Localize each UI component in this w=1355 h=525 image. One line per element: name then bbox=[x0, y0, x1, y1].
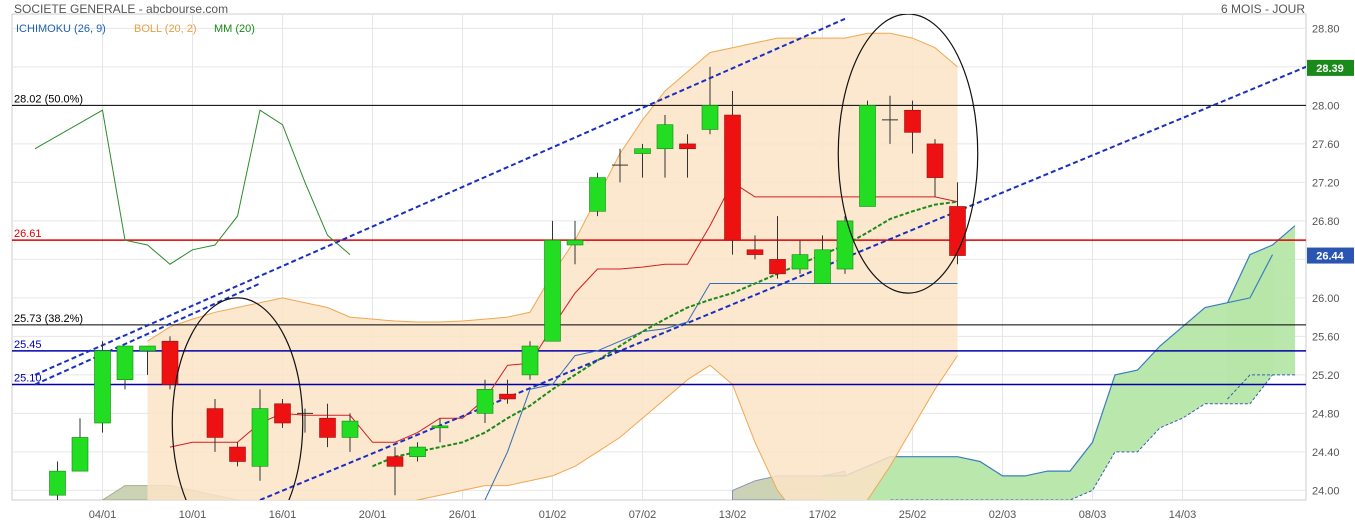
trend-line-mid-channel bbox=[34, 282, 261, 386]
y-tick-label: 24.80 bbox=[1312, 408, 1340, 420]
candle-up bbox=[566, 239, 584, 246]
ichimoku-span-b bbox=[888, 374, 1273, 500]
candle-up bbox=[476, 389, 494, 414]
candle-down bbox=[499, 393, 516, 400]
candle-up bbox=[431, 425, 449, 429]
candle-down bbox=[679, 143, 696, 150]
y-tick-label: 24.40 bbox=[1312, 447, 1340, 459]
price-tag-last-bg bbox=[1307, 247, 1354, 264]
y-tick-label: 28.80 bbox=[1312, 23, 1340, 35]
level-label: 25.45 bbox=[14, 339, 42, 351]
x-tick-label: 16/01 bbox=[269, 509, 297, 521]
x-tick-label: 02/03 bbox=[989, 509, 1017, 521]
indicator-mm[interactable]: MM (20) bbox=[214, 23, 255, 35]
candle-up bbox=[94, 350, 111, 424]
ichimoku-span-b-tail bbox=[1227, 374, 1295, 400]
level-label: 28.02 (50.0%) bbox=[14, 93, 83, 105]
candle-down bbox=[161, 340, 179, 385]
y-tick-label: 25.60 bbox=[1312, 331, 1340, 343]
candle-down bbox=[229, 446, 246, 462]
candle-up bbox=[116, 345, 134, 381]
chart-title: SOCIETE GENERALE - abcbourse.com bbox=[14, 2, 229, 16]
x-tick-label: 07/02 bbox=[629, 509, 657, 521]
level-label: 25.10 bbox=[14, 373, 42, 385]
level-label: 26.61 bbox=[14, 228, 42, 240]
candle-down bbox=[386, 456, 404, 467]
ichimoku-kijun bbox=[484, 283, 958, 500]
y-tick-label: 27.60 bbox=[1312, 139, 1340, 151]
indicator-boll[interactable]: BOLL (20, 2) bbox=[134, 23, 197, 35]
y-tick-label: 28.00 bbox=[1312, 100, 1340, 112]
y-tick-label: 25.20 bbox=[1312, 370, 1340, 382]
candle-down bbox=[926, 143, 944, 178]
candle-down bbox=[206, 408, 224, 438]
ichimoku-span-a bbox=[822, 254, 1274, 477]
ichimoku-span-a-tail bbox=[1226, 225, 1296, 303]
x-tick-label: 20/01 bbox=[359, 509, 387, 521]
x-tick-label: 25/02 bbox=[899, 509, 927, 521]
y-tick-label: 26.00 bbox=[1312, 293, 1340, 305]
candle-up bbox=[544, 239, 561, 342]
chart-period[interactable]: 6 MOIS - JOUR bbox=[1220, 2, 1305, 16]
level-label: 25.73 (38.2%) bbox=[14, 313, 83, 325]
x-tick-label: 08/03 bbox=[1079, 509, 1107, 521]
price-tag-top-bg bbox=[1307, 59, 1354, 76]
candle-up bbox=[341, 420, 359, 438]
x-tick-label: 01/02 bbox=[539, 509, 567, 521]
candle-up bbox=[701, 105, 719, 130]
bollinger-lower bbox=[415, 355, 958, 500]
ichimoku-cloud-tail bbox=[1227, 225, 1295, 399]
candle-up bbox=[589, 177, 606, 212]
bollinger-middle bbox=[169, 181, 958, 448]
candle-up bbox=[814, 249, 831, 284]
price-tag-last: 26.44 bbox=[1316, 251, 1344, 263]
x-tick-label: 04/01 bbox=[89, 509, 117, 521]
candle-down bbox=[274, 403, 291, 424]
candle-down bbox=[949, 206, 966, 256]
candle-up bbox=[791, 254, 809, 270]
candle-down bbox=[319, 417, 336, 438]
x-tick-label: 14/03 bbox=[1169, 509, 1197, 521]
candle-up bbox=[49, 470, 66, 496]
candle-up bbox=[251, 408, 269, 467]
moving-average-20 bbox=[372, 200, 958, 468]
candle-up bbox=[656, 124, 674, 150]
x-tick-label: 13/02 bbox=[719, 509, 747, 521]
candle-up bbox=[859, 105, 876, 207]
candle-up bbox=[521, 345, 539, 376]
candle-up bbox=[139, 345, 156, 352]
candle-up bbox=[71, 437, 89, 472]
candle-up bbox=[836, 220, 854, 270]
ichimoku-chikou bbox=[34, 109, 351, 265]
price-tag-top: 28.39 bbox=[1316, 63, 1344, 75]
trend-line-lower-channel bbox=[259, 65, 1306, 500]
candle-up bbox=[634, 148, 651, 154]
candle-down bbox=[904, 109, 921, 133]
annotation-ellipse bbox=[171, 297, 304, 500]
y-tick-label: 26.80 bbox=[1312, 216, 1340, 228]
indicator-ichimoku[interactable]: ICHIMOKU (26, 9) bbox=[16, 23, 106, 35]
bollinger-band bbox=[147, 33, 958, 500]
y-tick-label: 27.20 bbox=[1312, 177, 1340, 189]
x-tick-label: 17/02 bbox=[809, 509, 837, 521]
candle-down bbox=[724, 114, 741, 241]
candle-up bbox=[409, 446, 426, 457]
candle-down bbox=[746, 249, 764, 255]
x-tick-label: 10/01 bbox=[179, 509, 207, 521]
candle-down bbox=[769, 259, 786, 275]
plot-layer: 28.02 (50.0%) 26.61 25.73 (38.2%) 25.45 25.1… bbox=[12, 14, 1306, 500]
y-tick-label: 24.00 bbox=[1312, 485, 1340, 497]
annotation-ellipse bbox=[837, 14, 979, 294]
x-tick-label: 26/01 bbox=[449, 509, 477, 521]
